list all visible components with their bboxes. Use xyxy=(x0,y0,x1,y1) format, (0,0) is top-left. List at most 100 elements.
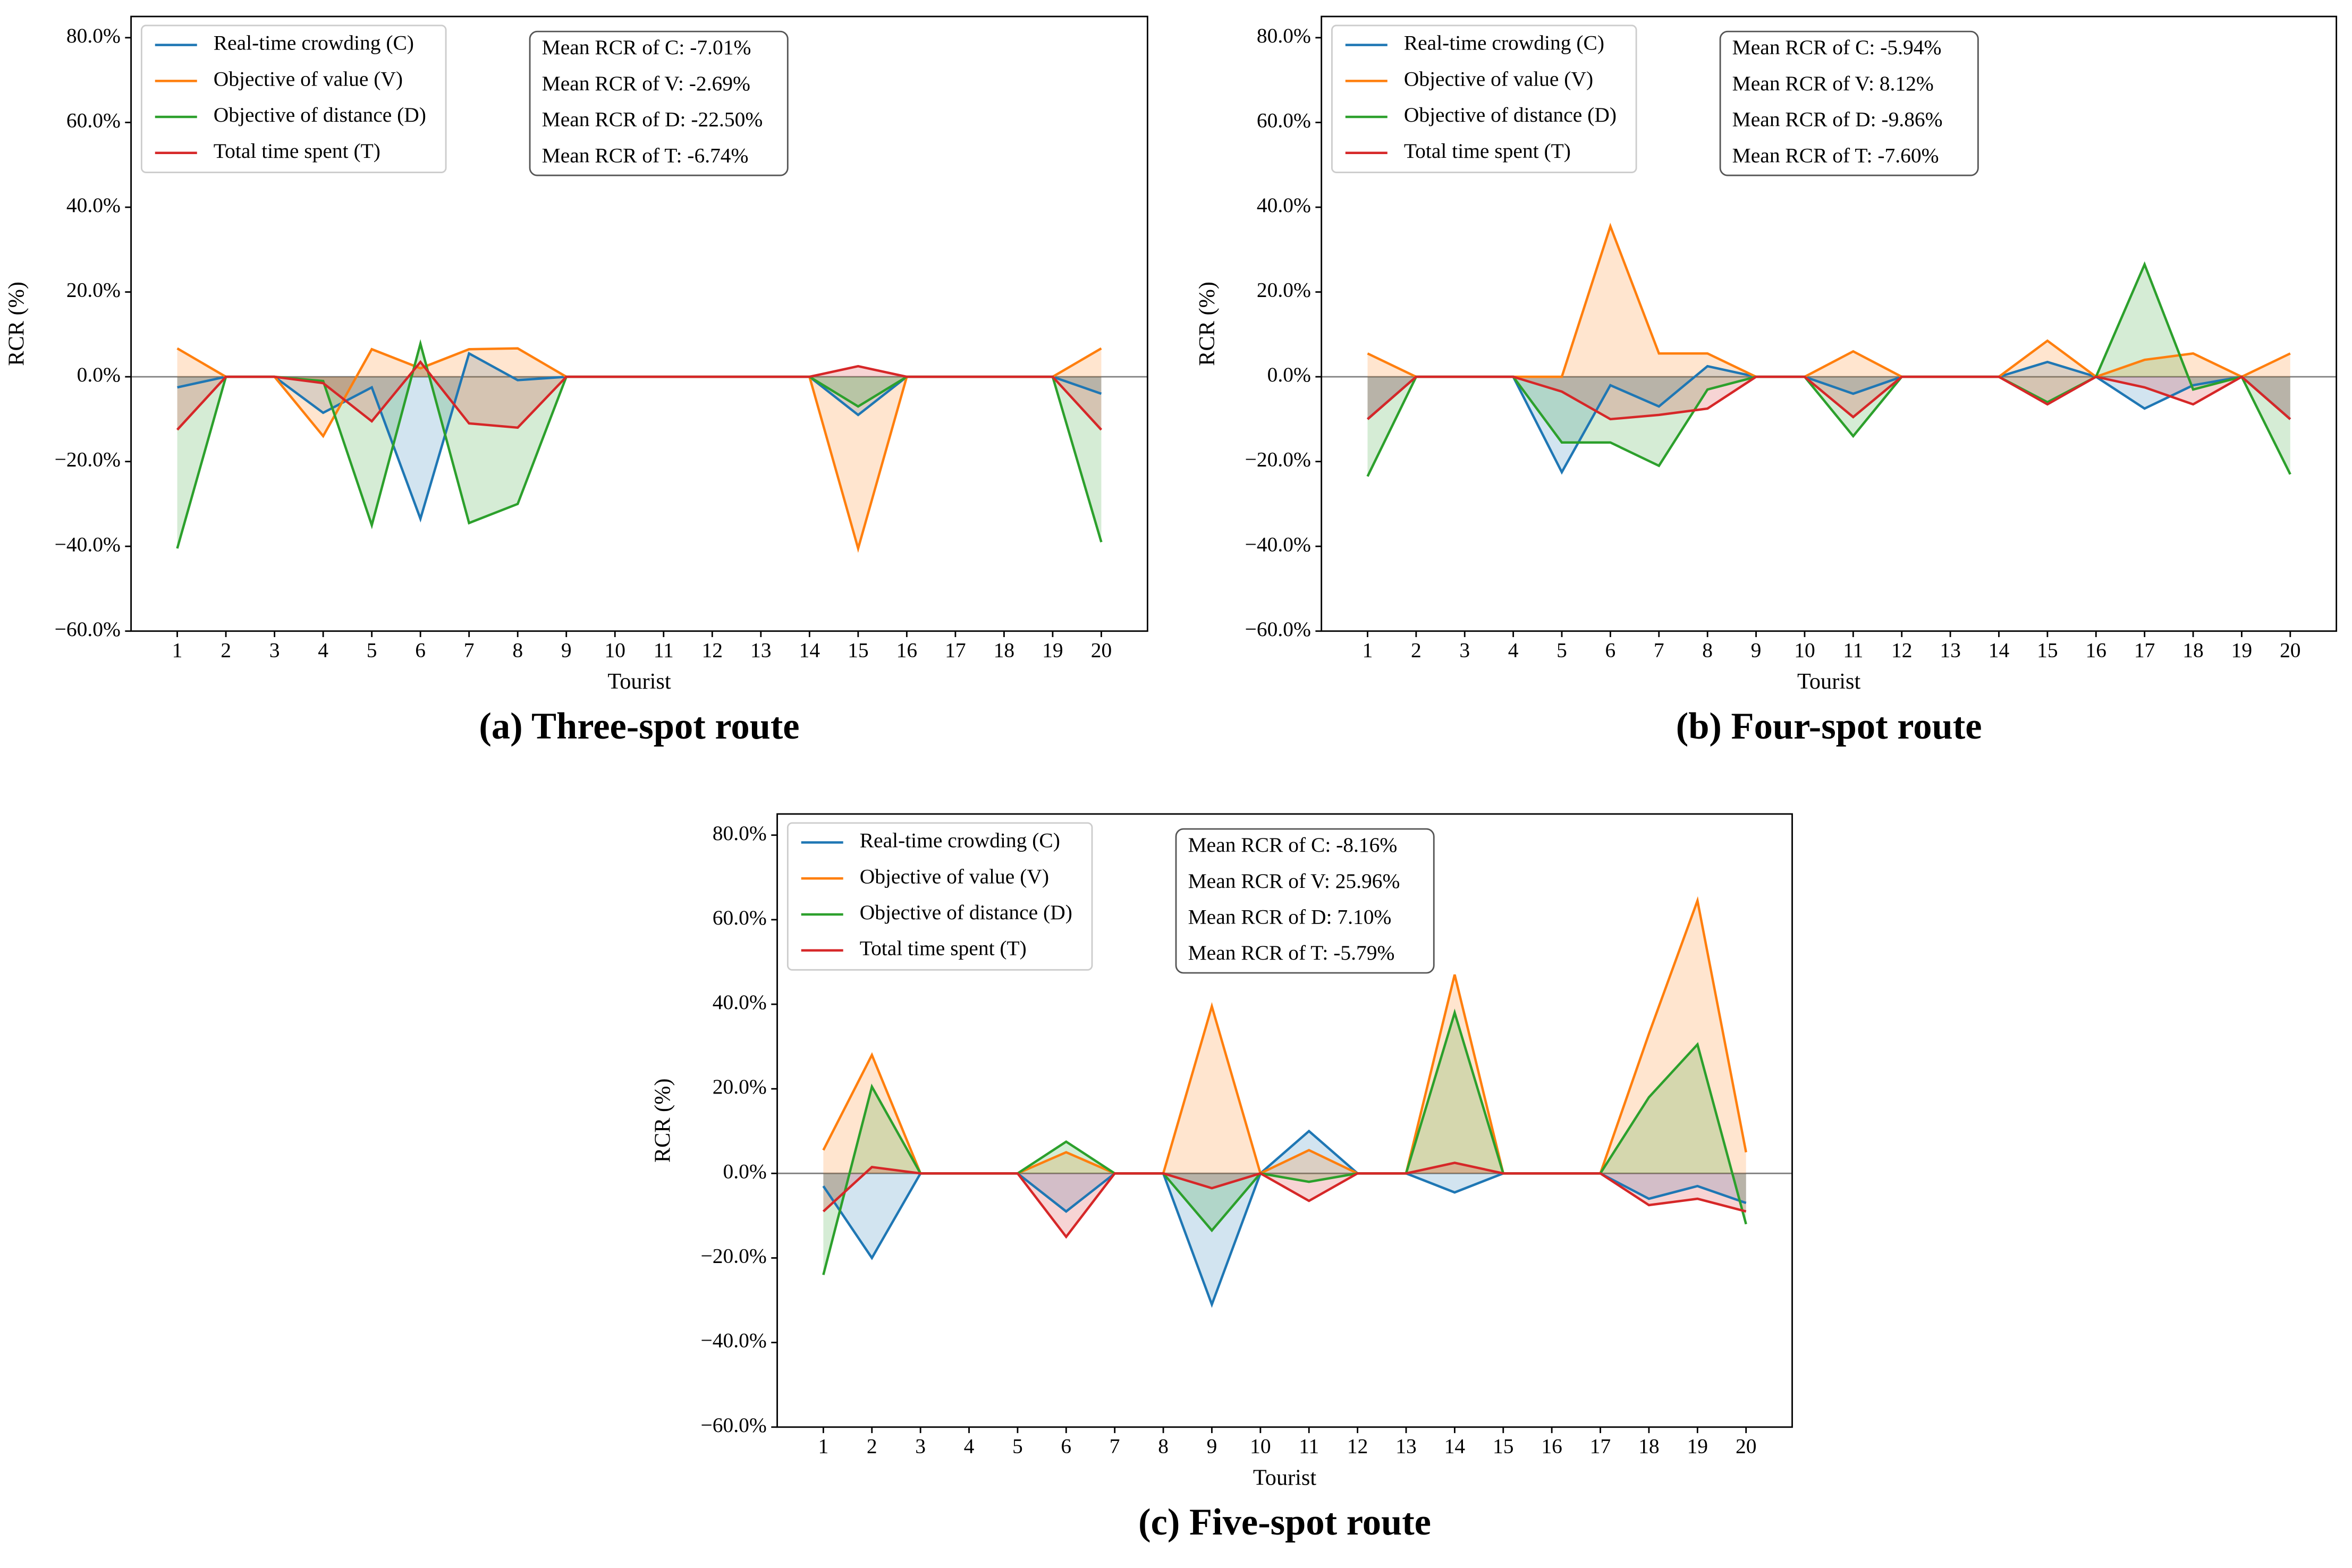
x-tick-label: 18 xyxy=(994,638,1014,662)
legend-label: Objective of distance (D) xyxy=(214,103,426,126)
legend-label: Total time spent (T) xyxy=(860,937,1027,960)
annotation-box xyxy=(1175,828,1435,974)
y-axis-label: RCR (%) xyxy=(650,1079,675,1163)
x-tick-label: 15 xyxy=(1493,1434,1513,1457)
y-tick-label: 60.0% xyxy=(66,109,121,132)
annotation: Mean RCR of C: -7.01% xyxy=(542,36,751,59)
legend-box xyxy=(140,24,447,173)
x-tick-label: 13 xyxy=(750,638,771,662)
annotation: Mean RCR of D: 7.10% xyxy=(1188,905,1392,928)
plot-frame xyxy=(776,813,1793,1428)
x-tick-label: 16 xyxy=(2086,638,2106,662)
line xyxy=(176,360,1103,431)
annotation: Mean RCR of D: -22.50% xyxy=(542,108,763,131)
legend-label: Objective of value (V) xyxy=(1404,67,1593,90)
x-tick-label: 19 xyxy=(2231,638,2252,662)
y-tick-label: −60.0% xyxy=(1245,617,1311,641)
y-tick-label: 80.0% xyxy=(713,821,767,845)
x-tick-label: 20 xyxy=(2280,638,2300,662)
y-tick-label: 0.0% xyxy=(723,1159,767,1183)
line xyxy=(822,1162,1747,1239)
y-tick-label: 40.0% xyxy=(713,990,767,1014)
chart-title: (a) Three-spot route xyxy=(479,706,799,747)
x-tick-label: 7 xyxy=(1110,1434,1120,1457)
legend-label: Real-time crowding (C) xyxy=(1404,31,1604,55)
x-tick-label: 6 xyxy=(1061,1434,1071,1457)
annotation: Mean RCR of V: -2.69% xyxy=(542,72,750,95)
y-tick-label: 60.0% xyxy=(713,906,767,929)
legend-label: Objective of value (V) xyxy=(214,67,403,90)
area xyxy=(1367,226,2290,377)
line xyxy=(1367,223,2291,378)
x-tick-label: 3 xyxy=(269,638,280,662)
panel: −60.0% −40.0% −20.0% 0.0% 20.0% 40.0% 60.0% 80.… xyxy=(4,15,1148,747)
x-tick-label: 16 xyxy=(1541,1434,1562,1457)
legend-label: Total time spent (T) xyxy=(214,139,380,163)
x-tick-label: 6 xyxy=(415,638,426,662)
x-tick-label: 9 xyxy=(561,638,572,662)
x-tick-label: 6 xyxy=(1605,638,1616,662)
y-tick-label: −40.0% xyxy=(55,532,121,556)
y-tick-label: 20.0% xyxy=(66,278,121,302)
legend-label: Total time spent (T) xyxy=(1404,139,1571,163)
area xyxy=(177,353,1102,519)
area xyxy=(823,1163,1746,1237)
x-tick-label: 5 xyxy=(1556,638,1567,662)
area xyxy=(177,343,1102,549)
x-tick-label: 3 xyxy=(1459,638,1470,662)
panel: −60.0% −40.0% −20.0% 0.0% 20.0% 40.0% 60.0% 80.… xyxy=(1195,15,2338,747)
x-tick-label: 17 xyxy=(2134,638,2155,662)
x-tick-label: 7 xyxy=(1654,638,1664,662)
annotation: Mean RCR of V: 8.12% xyxy=(1732,72,1934,95)
legend-label: Real-time crowding (C) xyxy=(860,829,1060,852)
y-tick-label: 0.0% xyxy=(1267,363,1311,386)
x-tick-label: 17 xyxy=(945,638,966,662)
x-tick-label: 5 xyxy=(367,638,377,662)
y-tick-label: 20.0% xyxy=(713,1075,767,1098)
annotation-box xyxy=(529,30,789,176)
x-tick-label: 17 xyxy=(1590,1434,1611,1457)
x-tick-label: 9 xyxy=(1751,638,1762,662)
x-tick-label: 14 xyxy=(1444,1434,1466,1457)
area xyxy=(823,901,1746,1174)
x-tick-label: 8 xyxy=(512,638,523,662)
y-tick-label: −40.0% xyxy=(701,1329,767,1352)
annotation: Mean RCR of V: 25.96% xyxy=(1188,869,1400,893)
annotation: Mean RCR of T: -7.60% xyxy=(1732,143,1939,167)
x-tick-label: 20 xyxy=(1091,638,1112,662)
x-tick-label: 18 xyxy=(1638,1434,1659,1457)
x-tick-label: 4 xyxy=(1508,638,1519,662)
x-tick-label: 10 xyxy=(1794,638,1815,662)
line xyxy=(1366,360,2291,475)
annotation: Mean RCR of D: -9.86% xyxy=(1732,108,1943,131)
y-tick-label: −40.0% xyxy=(1245,532,1311,556)
x-tick-label: 7 xyxy=(464,638,475,662)
x-tick-label: 11 xyxy=(1299,1434,1319,1457)
x-tick-label: 13 xyxy=(1940,638,1960,662)
x-axis-label: Tourist xyxy=(607,669,671,694)
x-tick-label: 5 xyxy=(1012,1434,1023,1457)
y-tick-label: −60.0% xyxy=(55,617,121,641)
y-tick-label: −20.0% xyxy=(701,1244,767,1268)
y-tick-label: 0.0% xyxy=(77,363,121,386)
legend-box xyxy=(1331,24,1637,173)
x-tick-label: 11 xyxy=(654,638,674,662)
y-tick-label: 40.0% xyxy=(1257,193,1311,217)
y-tick-label: −20.0% xyxy=(1245,448,1311,471)
x-tick-label: 2 xyxy=(221,638,231,662)
x-tick-label: 12 xyxy=(1891,638,1912,662)
x-tick-label: 19 xyxy=(1687,1434,1708,1457)
x-tick-label: 9 xyxy=(1207,1434,1217,1457)
annotation: Mean RCR of C: -5.94% xyxy=(1732,36,1942,59)
plot-frame xyxy=(130,15,1148,632)
y-tick-label: 80.0% xyxy=(1257,24,1311,47)
x-tick-label: 1 xyxy=(818,1434,828,1457)
x-axis-label: Tourist xyxy=(1797,669,1860,694)
y-tick-label: −60.0% xyxy=(701,1413,767,1437)
panel: −60.0% −40.0% −20.0% 0.0% 20.0% 40.0% 60.0% 80.… xyxy=(650,813,1793,1543)
x-tick-label: 12 xyxy=(702,638,723,662)
x-tick-label: 16 xyxy=(896,638,917,662)
x-tick-label: 14 xyxy=(799,638,820,662)
line xyxy=(1366,261,2291,477)
